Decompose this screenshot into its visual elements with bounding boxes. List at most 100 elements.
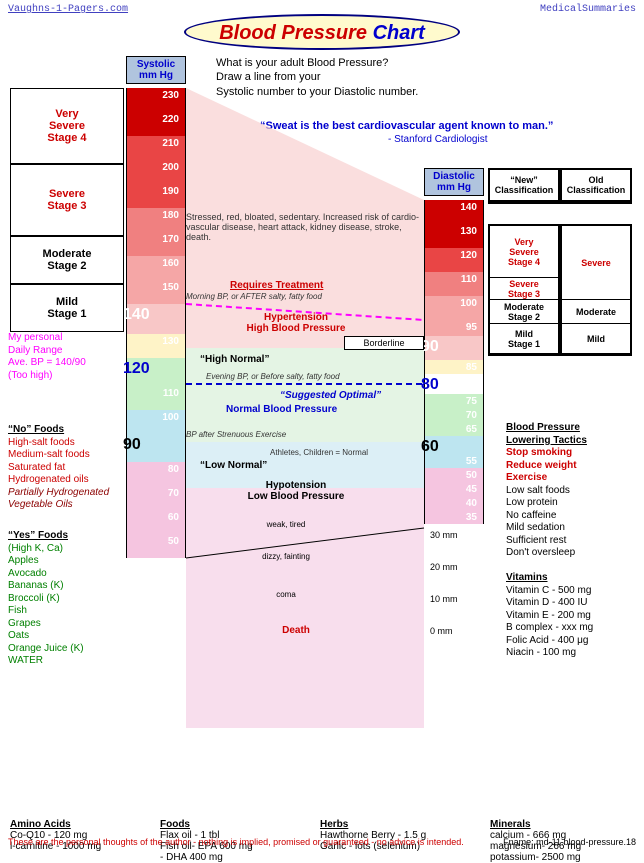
list-item: potassium- 2500 mg: [490, 852, 630, 863]
personal-note: My personal Daily Range Ave. BP = 140/90…: [8, 332, 86, 382]
yes-foods-list: “Yes” Foods (High K, Ca) ApplesAvocadoBa…: [8, 530, 84, 668]
bar-segment: 50: [126, 534, 186, 558]
high-normal-label: “High Normal”: [200, 354, 438, 365]
bar-segment: 140: [126, 304, 186, 334]
page-title: Blood Pressure Chart: [184, 14, 460, 50]
list-item: Folic Acid - 400 μg: [506, 635, 593, 648]
death-label: Death: [186, 625, 406, 636]
list-item: Vitamin E - 200 mg: [506, 610, 593, 623]
bar-segment: 100: [126, 410, 186, 434]
list-item: - DHA 400 mg: [160, 852, 300, 863]
mm-tick: 30 mm: [430, 530, 458, 540]
list-item: Low protein: [506, 497, 587, 510]
mm-tick: 10 mm: [430, 594, 458, 604]
classification-box: Mild Stage 1: [490, 324, 558, 354]
list-item: Medium-salt foods: [8, 449, 109, 462]
stage-box: Severe Stage 3: [10, 164, 124, 236]
bar-segment: 35: [424, 510, 484, 524]
list-item: Exercise: [506, 472, 587, 485]
no-foods-list: “No” Foods High-salt foodsMedium-salt fo…: [8, 424, 109, 512]
mm-tick: 0 mm: [430, 626, 453, 636]
list-item: Avocado: [8, 568, 84, 581]
bar-segment: 130: [424, 224, 484, 248]
bar-segment: 100: [424, 296, 484, 320]
list-item: Don't oversleep: [506, 547, 587, 560]
bar-segment: 120: [424, 248, 484, 272]
bar-segment: 80: [126, 462, 186, 486]
diastolic-header: Diastolic mm Hg: [424, 168, 484, 196]
bar-segment: 210: [126, 136, 186, 160]
bar-segment: 150: [126, 280, 186, 304]
list-item: Mild sedation: [506, 522, 587, 535]
bar-segment: 160: [126, 256, 186, 280]
quote-source: - Stanford Cardiologist: [388, 134, 488, 145]
risk-text: Stressed, red, bloated, sedentary. Incre…: [186, 212, 424, 242]
list-item: Broccoli (K): [8, 593, 84, 606]
list-item: Grapes: [8, 618, 84, 631]
bar-segment: 45: [424, 482, 484, 496]
dizzy-note: dizzy, fainting: [186, 552, 386, 561]
stage-box: Very Severe Stage 4: [10, 88, 124, 164]
list-item: WATER: [8, 655, 84, 668]
list-item: Niacin - 100 mg: [506, 647, 593, 660]
quote: “Sweat is the best cardiovascular agent …: [260, 120, 553, 132]
systolic-bar: 2302202102001901801701601501401301201101…: [126, 88, 186, 558]
tactics-list: Blood Pressure Lowering Tactics Stop smo…: [506, 422, 587, 560]
bar-segment: 95: [424, 320, 484, 336]
list-item: Stop smoking: [506, 447, 587, 460]
classification-box: Moderate: [562, 300, 630, 324]
vitamins-list: Vitamins Vitamin C - 500 mgVitamin D - 4…: [506, 572, 593, 660]
list-item: Hydrogenated oils: [8, 474, 109, 487]
bar-segment: 180: [126, 208, 186, 232]
stage-box: Moderate Stage 2: [10, 236, 124, 284]
list-item: Apples: [8, 555, 84, 568]
stage-box: Mild Stage 1: [10, 284, 124, 332]
bar-segment: 40: [424, 496, 484, 510]
weak-note: weak, tired: [186, 520, 386, 529]
list-item: High-salt foods: [8, 437, 109, 450]
hypotension-label: Hypotension Low Blood Pressure: [186, 480, 406, 502]
hypertension-label: Hypertension High Blood Pressure: [186, 312, 406, 334]
coma-note: coma: [186, 590, 386, 599]
list-item: Vitamin C - 500 mg: [506, 585, 593, 598]
list-item: Saturated fat: [8, 462, 109, 475]
strenuous-note: BP after Strenuous Exercise: [186, 430, 424, 439]
classification-box: Severe Stage 3: [490, 278, 558, 300]
list-item: Orange Juice (K): [8, 643, 84, 656]
filename: Fname: md-11.blood-pressure.18: [503, 837, 636, 847]
bar-segment: 65: [424, 422, 484, 436]
classification-box: Very Severe Stage 4: [490, 226, 558, 278]
systolic-header: Systolic mm Hg: [126, 56, 186, 84]
source-link[interactable]: Vaughns-1-Pagers.com: [8, 4, 128, 15]
instructions: What is your adult Blood Pressure? Draw …: [216, 56, 418, 99]
normal-bp-label: Normal Blood Pressure: [226, 404, 464, 415]
bar-segment: 110: [126, 386, 186, 410]
old-classification-header: Old Classification: [560, 168, 632, 204]
morning-note: Morning BP, or AFTER salty, fatty food: [186, 292, 424, 301]
list-item: Fish: [8, 605, 84, 618]
list-item: No caffeine: [506, 510, 587, 523]
bar-segment: 200: [126, 160, 186, 184]
section-link[interactable]: MedicalSummaries: [540, 4, 636, 15]
bar-segment: 60: [126, 510, 186, 534]
optimal-label: “Suggested Optimal”: [280, 390, 518, 401]
list-item: Bananas (K): [8, 580, 84, 593]
disclaimer: These are the personal thoughts of the a…: [8, 837, 464, 847]
low-normal-label: “Low Normal”: [200, 460, 438, 471]
bar-segment: 120: [126, 358, 186, 386]
evening-note: Evening BP, or Before salty, fatty food: [206, 372, 444, 381]
bar-segment: 230: [126, 88, 186, 112]
classification-box: Moderate Stage 2: [490, 300, 558, 324]
borderline-label: Borderline: [344, 336, 424, 350]
bar-segment: 190: [126, 184, 186, 208]
list-item: Sufficient rest: [506, 535, 587, 548]
list-item: Low salt foods: [506, 485, 587, 498]
requires-treatment: Requires Treatment: [230, 280, 468, 291]
new-classification-header: “New” Classification: [488, 168, 560, 204]
list-item: Reduce weight: [506, 460, 587, 473]
bar-segment: 70: [126, 486, 186, 510]
classification-box: Mild: [562, 324, 630, 354]
new-classification-col: Very Severe Stage 4Severe Stage 3Moderat…: [488, 224, 560, 356]
bar-segment: 90: [126, 434, 186, 462]
bar-segment: 170: [126, 232, 186, 256]
